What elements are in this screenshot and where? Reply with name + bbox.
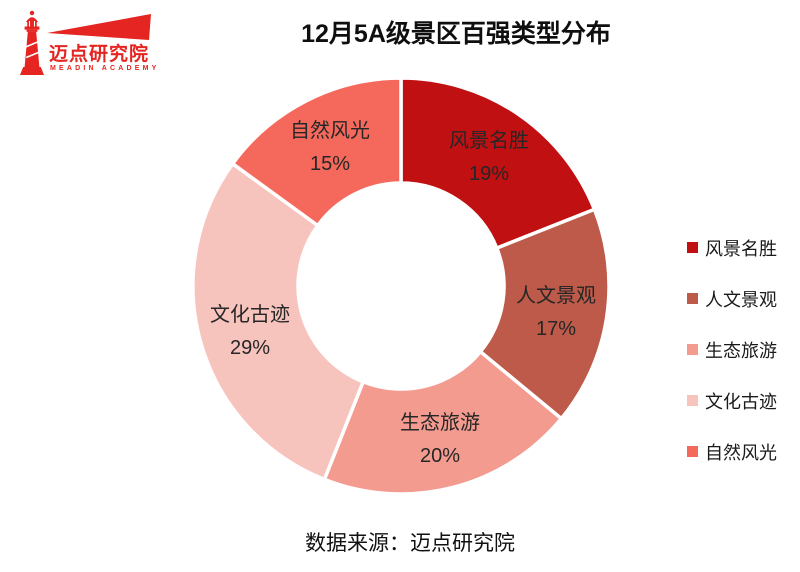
page-title: 12月5A级景区百强类型分布 bbox=[301, 20, 611, 48]
slice-label: 风景名胜 19% bbox=[449, 129, 529, 185]
lighthouse-icon bbox=[20, 10, 44, 75]
slice-label: 人文景观 17% bbox=[516, 284, 596, 340]
data-source-note: 数据来源：迈点研究院 bbox=[305, 532, 515, 555]
legend-item: 人文景观 bbox=[687, 273, 777, 324]
slice-label: 文化古迹 29% bbox=[210, 303, 290, 359]
legend-label: 自然风光 bbox=[705, 442, 777, 463]
legend-swatch-icon bbox=[687, 293, 698, 304]
lighthouse-beam-icon bbox=[47, 14, 151, 40]
donut-slice bbox=[322, 349, 564, 496]
legend-label: 人文景观 bbox=[705, 289, 777, 310]
legend-swatch-icon bbox=[687, 344, 698, 355]
slice-label: 生态旅游 20% bbox=[400, 411, 480, 467]
legend-swatch-icon bbox=[687, 242, 698, 253]
legend-item: 风景名胜 bbox=[687, 222, 777, 273]
legend-item: 自然风光 bbox=[687, 426, 777, 477]
donut-slice bbox=[399, 76, 597, 250]
logo-subtitle: MEADIN ACADEMY bbox=[50, 65, 160, 72]
donut-slice bbox=[478, 207, 611, 421]
legend-item: 生态旅游 bbox=[687, 324, 777, 375]
legend-label: 文化古迹 bbox=[705, 391, 777, 412]
donut-slice bbox=[191, 161, 365, 482]
meadin-logo: 迈点研究院 MEADIN ACADEMY bbox=[18, 6, 168, 84]
legend-swatch-icon bbox=[687, 446, 698, 457]
legend-item: 文化古迹 bbox=[687, 375, 777, 426]
legend-swatch-icon bbox=[687, 395, 698, 406]
legend-label: 生态旅游 bbox=[705, 340, 777, 361]
slice-label: 自然风光 15% bbox=[290, 119, 370, 175]
logo-name: 迈点研究院 bbox=[49, 44, 150, 65]
chart-legend: 风景名胜 人文景观 生态旅游 文化古迹 自然风光 bbox=[687, 222, 777, 477]
donut-slice bbox=[230, 76, 403, 228]
legend-label: 风景名胜 bbox=[705, 238, 777, 259]
